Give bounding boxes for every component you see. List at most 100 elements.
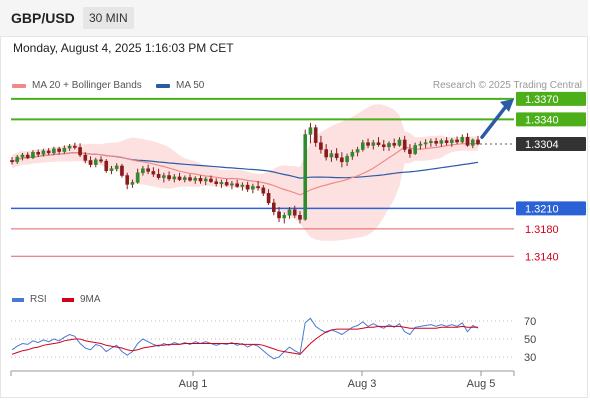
x-tick-label: Aug 3: [348, 378, 377, 390]
candle-body: [15, 156, 20, 163]
candle-body: [376, 142, 381, 145]
candle-body: [303, 134, 308, 220]
candle-body: [334, 153, 339, 158]
candle-body: [313, 127, 318, 143]
candle-body: [109, 168, 114, 171]
level-label-support-4: 1.3180: [525, 224, 559, 236]
candle-body: [235, 183, 239, 187]
candle-body: [93, 159, 98, 165]
candle-body: [261, 187, 266, 194]
candle-body: [287, 209, 292, 216]
candle-body: [397, 139, 402, 146]
candle-body: [324, 149, 328, 158]
candle-body: [151, 171, 156, 175]
candle-body: [224, 182, 229, 186]
candle-body: [46, 150, 51, 154]
candle-body: [329, 153, 334, 158]
candle-body: [36, 151, 41, 155]
candle-body: [434, 141, 438, 144]
candle-body: [277, 211, 281, 219]
rsi-label: RSI: [30, 294, 47, 305]
bollinger-band-area: [12, 104, 478, 241]
timeframe-badge[interactable]: 30 MIN: [83, 7, 134, 29]
candle-body: [177, 176, 182, 180]
candle-body: [319, 142, 323, 150]
candle-body: [209, 178, 213, 182]
rsi-tick-label: 50: [524, 334, 536, 346]
candle-body: [371, 142, 376, 146]
candle-body: [418, 143, 423, 146]
research-credit: Research © 2025 Trading Central: [432, 80, 582, 91]
candle-body: [292, 209, 297, 216]
candle-body: [52, 148, 56, 154]
candle-body: [198, 178, 203, 182]
ma20-label: MA 20 + Bollinger Bands: [32, 80, 142, 91]
level-box-resistance-0: [516, 91, 586, 106]
candle-body: [162, 175, 166, 178]
candle-body: [130, 182, 135, 185]
level-box-resistance-1: [516, 112, 586, 127]
candle-body: [88, 160, 93, 165]
candle-body: [245, 184, 250, 190]
candle-body: [298, 214, 302, 220]
candle-body: [219, 182, 224, 184]
candle-body: [449, 139, 454, 143]
candle-body: [20, 154, 25, 158]
level-box-last-2: [516, 137, 586, 152]
rsi-swatch-icon: [12, 297, 24, 302]
ma20-swatch-icon: [12, 83, 26, 88]
candle-body: [340, 157, 344, 163]
candle-body: [141, 168, 145, 174]
legend-ma9: 9MA: [62, 294, 101, 305]
candle-body: [256, 186, 260, 189]
candle-body: [156, 173, 161, 178]
candle-body: [120, 165, 124, 176]
candle-body: [402, 139, 407, 150]
candle-body: [381, 144, 386, 148]
candle-body: [355, 149, 360, 153]
candle-body: [423, 142, 428, 145]
candle-body: [114, 165, 119, 169]
candle-body: [203, 178, 208, 182]
candle-body: [172, 176, 177, 180]
candle-body: [25, 154, 30, 158]
candle-body: [78, 147, 82, 156]
level-label-resistance-1: 1.3340: [525, 114, 559, 126]
candle-body: [429, 141, 433, 143]
candle-body: [73, 145, 77, 148]
candle-body: [188, 177, 192, 181]
candle-body: [146, 168, 150, 172]
candle-body: [251, 186, 255, 190]
level-label-pivot-3: 1.3210: [525, 203, 559, 215]
candle-body: [439, 140, 444, 144]
candle-body: [408, 149, 412, 154]
level-label-support-5: 1.3140: [525, 251, 559, 263]
symbol-title: GBP/USD: [11, 10, 75, 26]
legend-rsi: RSI: [12, 294, 47, 305]
candle-body: [308, 127, 313, 135]
candle-body: [62, 147, 67, 152]
legend-ma50: MA 50: [156, 80, 204, 91]
level-label-resistance-0: 1.3370: [525, 94, 559, 106]
candle-body: [125, 175, 130, 185]
rsi-tick-label: 70: [524, 316, 536, 328]
candle-body: [41, 150, 46, 155]
candle-body: [282, 214, 287, 219]
candle-body: [444, 140, 449, 143]
ma20-line: [11, 142, 479, 196]
x-tick-label: Aug 5: [467, 378, 496, 390]
rsi-ma9-line: [11, 325, 478, 355]
candle-body: [104, 160, 109, 171]
candle-body: [214, 181, 219, 184]
candle-body: [455, 139, 459, 143]
candle-body: [230, 183, 234, 186]
x-tick-label: Aug 1: [179, 378, 208, 390]
level-label-last-2: 1.3304: [525, 139, 559, 151]
candle-body: [57, 148, 61, 152]
candle-body: [350, 151, 355, 157]
legend-ma20: MA 20 + Bollinger Bands: [12, 80, 142, 91]
candle-body: [392, 143, 397, 146]
datetime-label: Monday, August 4, 2025 1:16:03 PM CET: [13, 41, 234, 55]
ma9-label: 9MA: [80, 294, 101, 305]
candle-body: [83, 154, 88, 161]
